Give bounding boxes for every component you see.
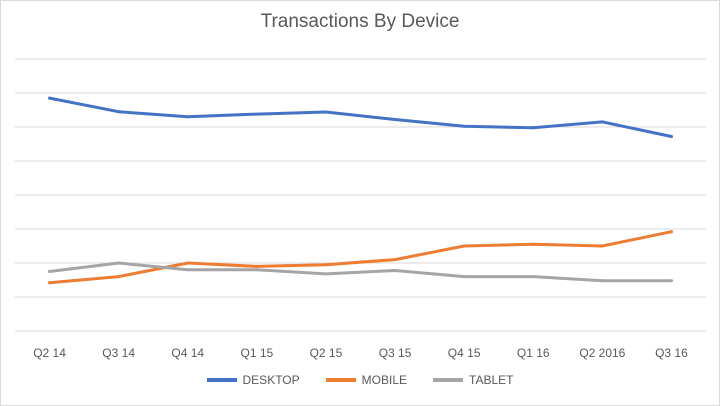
data-point-desktop (462, 124, 466, 128)
data-point-tablet (462, 275, 466, 279)
data-point-desktop (669, 135, 673, 139)
x-tick-label: Q2 2016 (579, 346, 625, 360)
legend-swatch (433, 378, 464, 382)
data-point-mobile (324, 263, 328, 267)
data-point-tablet (324, 272, 328, 276)
data-point-desktop (324, 110, 328, 114)
data-point-desktop (186, 115, 190, 119)
legend-swatch (206, 378, 237, 382)
data-point-tablet (669, 279, 673, 283)
x-tick-label: Q2 15 (310, 346, 343, 360)
x-tick-label: Q2 14 (33, 346, 66, 360)
data-point-tablet (600, 279, 604, 283)
data-point-mobile (48, 281, 52, 285)
data-point-mobile (186, 261, 190, 265)
x-tick-label: Q3 16 (655, 346, 688, 360)
legend-item-mobile: MOBILE (325, 373, 408, 387)
data-point-tablet (186, 268, 190, 272)
data-point-mobile (393, 258, 397, 262)
data-point-desktop (393, 118, 397, 122)
x-tick-label: Q4 15 (448, 346, 481, 360)
x-tick-label: Q3 15 (379, 346, 412, 360)
x-tick-label: Q3 14 (102, 346, 135, 360)
legend-label: DESKTOP (242, 373, 300, 387)
legend-swatch (325, 378, 356, 382)
data-point-desktop (600, 120, 604, 124)
data-point-tablet (255, 268, 259, 272)
series-line-tablet (48, 261, 673, 283)
data-point-tablet (48, 270, 52, 273)
series-line-mobile (48, 230, 673, 285)
chart-title: Transactions By Device (260, 11, 460, 32)
data-point-tablet (531, 275, 535, 279)
series-line-desktop (48, 96, 673, 138)
data-point-mobile (669, 230, 673, 234)
legend-item-tablet: TABLET (433, 373, 513, 387)
data-point-tablet (393, 268, 397, 272)
data-point-mobile (600, 244, 604, 248)
data-point-desktop (531, 126, 535, 130)
data-point-tablet (117, 261, 121, 265)
x-tick-label: Q1 15 (240, 346, 273, 360)
data-point-desktop (48, 96, 52, 100)
x-tick-label: Q1 16 (517, 346, 550, 360)
legend-item-desktop: DESKTOP (206, 373, 300, 387)
data-point-mobile (531, 242, 535, 246)
data-point-mobile (462, 244, 466, 248)
legend-label: MOBILE (361, 373, 408, 387)
legend-label: TABLET (469, 373, 514, 387)
data-point-desktop (117, 110, 121, 114)
data-point-mobile (117, 275, 121, 279)
data-point-mobile (255, 264, 259, 268)
data-point-desktop (255, 112, 259, 116)
x-tick-label: Q4 14 (171, 346, 204, 360)
chart-legend: DESKTOP MOBILE TABLET (1, 373, 719, 387)
